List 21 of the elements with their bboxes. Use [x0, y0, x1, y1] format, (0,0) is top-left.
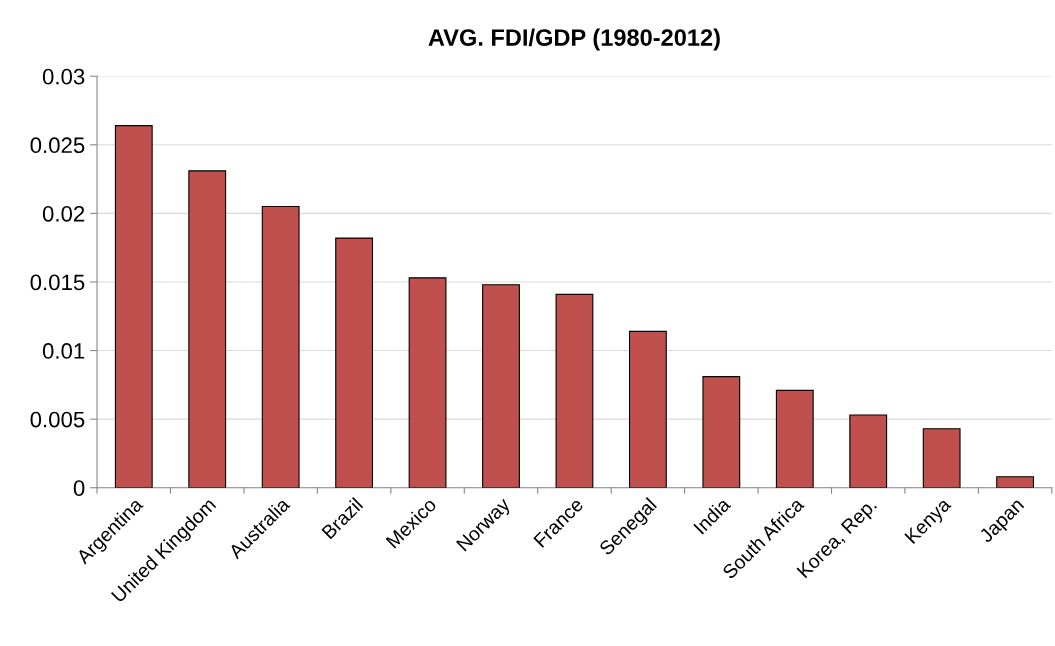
y-tick-label: 0.015 [30, 274, 85, 291]
bar [188, 170, 227, 488]
bar [775, 389, 814, 488]
bar [261, 205, 300, 488]
y-tick-label: 0.01 [42, 343, 85, 359]
chart-title: AVG. FDI/GDP (1980-2012) [428, 28, 720, 51]
bar [335, 237, 374, 488]
bar [114, 125, 153, 488]
bar [628, 330, 667, 488]
bar [482, 284, 520, 488]
bar [849, 414, 888, 488]
y-tick-label: 0 [73, 480, 85, 496]
y-tick-label: 0.025 [30, 137, 85, 154]
bar [702, 376, 741, 488]
bar [408, 277, 447, 488]
bar [922, 428, 961, 488]
y-tick-label: 0.005 [30, 411, 85, 428]
bar [996, 476, 1035, 488]
y-tick-label: 0.03 [42, 68, 85, 85]
bar [555, 293, 594, 488]
y-tick-label: 0.02 [42, 205, 85, 222]
